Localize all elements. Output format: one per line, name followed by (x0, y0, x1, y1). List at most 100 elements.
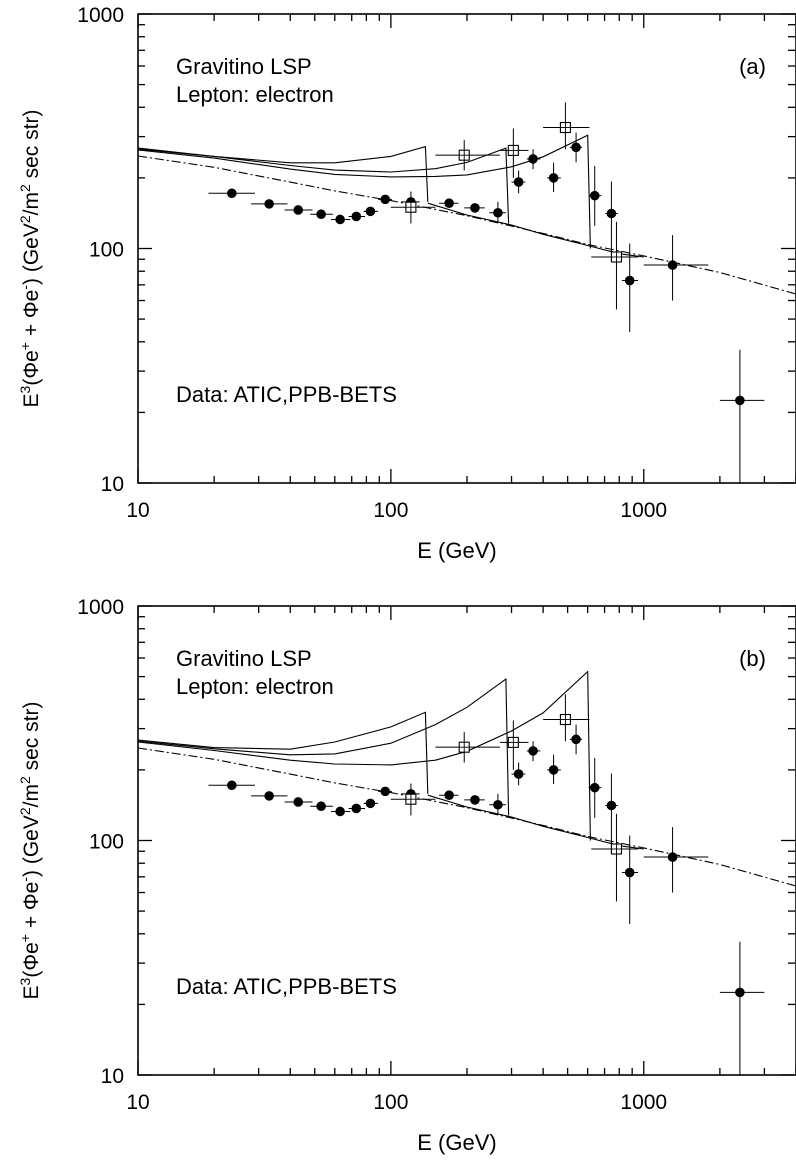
atic-point (528, 746, 538, 756)
y-axis-title-part: 3 (17, 385, 33, 393)
y-axis-title-part: 2 (17, 215, 33, 223)
model-line (138, 147, 510, 224)
panel-b-panel-label: (b) (739, 646, 766, 671)
panel-b-ticks (137, 605, 796, 1076)
x-tick-label: 100 (373, 499, 408, 522)
model-line (138, 678, 510, 816)
atic-point (227, 780, 237, 791)
y-axis-title-part: sec str) (20, 110, 43, 185)
atic-point (624, 867, 635, 878)
atic-point (351, 803, 362, 814)
panel-a-annotation-model: Gravitino LSP (176, 54, 312, 79)
panel-b-y-axis-title: E3(Φe+ + Φe-) (GeV2/m2 sec str) (17, 702, 43, 1000)
atic-point (571, 734, 581, 745)
atic-point (444, 198, 454, 209)
atic-point (365, 206, 376, 217)
x-tick-label: 10 (126, 1091, 149, 1114)
y-axis-title-part: ) (GeV (20, 223, 43, 285)
atic-point (548, 173, 559, 183)
atic-point (444, 790, 454, 801)
atic-point (606, 208, 617, 219)
atic-point (264, 791, 274, 801)
y-axis-title-part: ) (GeV (20, 815, 43, 877)
atic-point (624, 275, 635, 286)
y-axis-title-part: sec str) (20, 702, 43, 777)
y-axis-title-part: (Φe (20, 350, 43, 385)
y-axis-title-part: + (17, 934, 33, 942)
y-axis-title-part: 3 (17, 977, 33, 985)
panel-b: 10 100 1000 10 100 1000 E (GeV) E3(Φe+ + Φe-) (… (17, 596, 796, 1155)
y-axis-title-part: - (17, 877, 33, 882)
atic-point (316, 209, 326, 220)
atic-point (493, 799, 503, 810)
x-tick-label: 1000 (620, 1091, 667, 1114)
panel-a: 10 100 1000 10 100 1000 E (GeV) E3(Φe+ + Φe-) (… (17, 4, 796, 563)
atic-point (493, 207, 503, 218)
panel-a-annotation-data: Data: ATIC,PPB-BETS (176, 382, 397, 407)
panel-b-annotation-lepton: Lepton: electron (176, 674, 334, 699)
panel-b-plot-area (138, 670, 796, 1075)
panel-b-annotation-model: Gravitino LSP (176, 646, 312, 671)
atic-point (293, 797, 303, 807)
y-axis-title-part: E (20, 985, 43, 999)
data-point (735, 987, 745, 998)
model-line (138, 711, 429, 794)
model-line (138, 670, 591, 841)
x-tick-label: 10 (126, 499, 149, 522)
y-axis-title-part: + Φe (20, 882, 43, 934)
y-tick-label: 1000 (77, 596, 124, 619)
atic-point (365, 798, 376, 809)
y-tick-label: 1000 (77, 4, 124, 27)
y-axis-title-part: /m (20, 784, 43, 807)
atic-point (470, 795, 480, 805)
panel-b-annotation-data: Data: ATIC,PPB-BETS (176, 974, 397, 999)
panel-a-ticks (137, 13, 796, 484)
y-axis-title-part: E (20, 393, 43, 407)
y-axis-title-part: (Φe (20, 942, 43, 977)
atic-point (548, 765, 559, 775)
atic-point (316, 801, 326, 812)
data-point (667, 260, 678, 270)
y-tick-label: 100 (89, 831, 124, 854)
panel-a-panel-label: (a) (739, 54, 766, 79)
y-axis-title-part: 2 (17, 807, 33, 815)
y-tick-label: 10 (101, 1065, 124, 1088)
atic-point (470, 203, 480, 213)
y-axis-title-part: - (17, 285, 33, 290)
atic-point (571, 142, 581, 153)
atic-point (513, 177, 524, 187)
atic-point (380, 786, 391, 797)
atic-point (513, 769, 524, 779)
y-tick-label: 100 (89, 239, 124, 262)
atic-point (335, 214, 345, 225)
background-line (138, 155, 796, 295)
atic-point (293, 205, 303, 215)
atic-point (264, 199, 274, 209)
atic-point (528, 154, 538, 164)
model-line (138, 134, 591, 249)
y-axis-title-part: + Φe (20, 290, 43, 342)
atic-point (589, 782, 600, 793)
panel-a-x-axis-title: E (GeV) (417, 538, 496, 563)
atic-point (335, 806, 345, 817)
atic-point (380, 194, 391, 205)
panel-a-plot-area (138, 102, 796, 483)
background-line (138, 747, 796, 887)
atic-point (606, 800, 617, 811)
panel-a-y-axis-title: E3(Φe+ + Φe-) (GeV2/m2 sec str) (17, 110, 43, 408)
y-tick-label: 10 (101, 473, 124, 496)
data-point (667, 852, 678, 862)
x-tick-label: 100 (373, 1091, 408, 1114)
panel-a-annotation-lepton: Lepton: electron (176, 82, 334, 107)
atic-point (589, 190, 600, 201)
panel-b-x-axis-title: E (GeV) (417, 1130, 496, 1155)
y-axis-title-part: /m (20, 192, 43, 215)
atic-point (351, 211, 362, 222)
atic-point (227, 188, 237, 199)
y-axis-title-part: 2 (17, 776, 33, 784)
x-tick-label: 1000 (620, 499, 667, 522)
data-point (735, 395, 745, 406)
y-axis-title-part: + (17, 342, 33, 350)
y-axis-title-part: 2 (17, 184, 33, 192)
